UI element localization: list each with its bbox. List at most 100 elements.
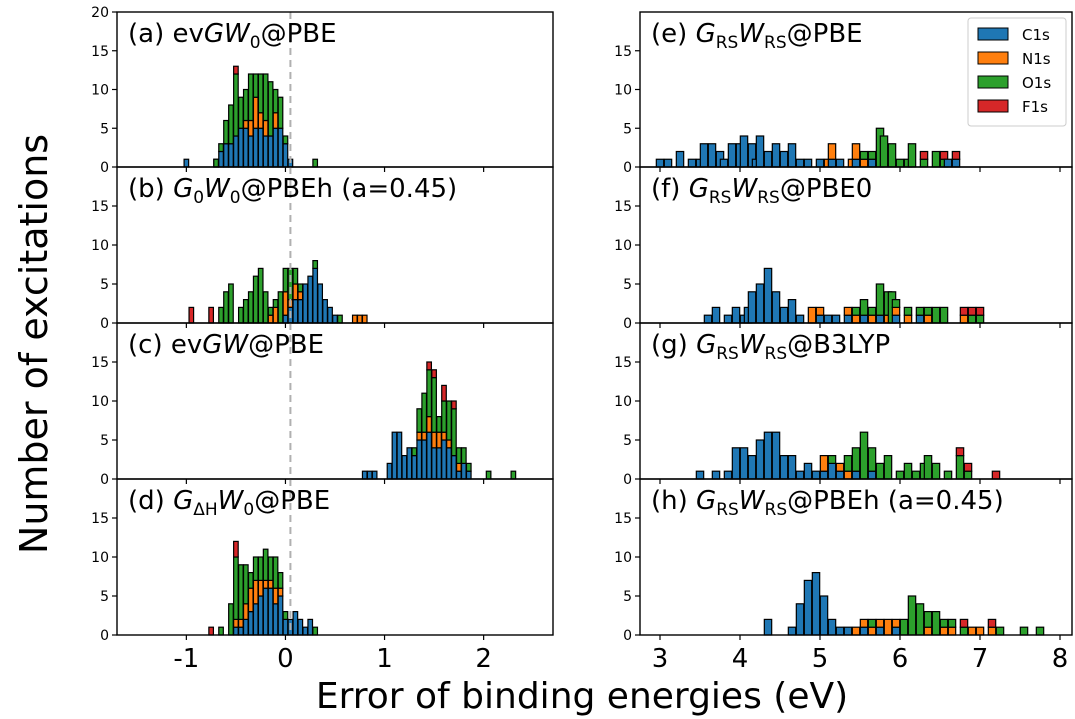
y-tick-label: 0 (100, 316, 109, 332)
bar-O1s (237, 564, 244, 620)
panel-title: (e) GRSWRS@PBE (651, 19, 863, 53)
y-tick-label: 5 (100, 589, 109, 605)
panel-3: 0 5 10 15 -1 0 1 2 (d) GΔHW0@PBE (91, 478, 554, 674)
bar-F1s (188, 306, 195, 324)
bar-O1s (228, 104, 234, 145)
bar-C1s (755, 135, 765, 168)
bar-C1s (446, 447, 452, 480)
bar-O1s (967, 314, 977, 324)
bar-O1s (923, 610, 933, 628)
bar-O1s (257, 267, 264, 324)
bar-C1s (262, 587, 269, 636)
bar-O1s (237, 306, 244, 324)
bar-C1s (951, 158, 961, 168)
bar-N1s (939, 626, 949, 636)
bar-N1s (819, 455, 829, 472)
bar-F1s (975, 306, 985, 316)
bar-N1s (859, 158, 869, 168)
bar-C1s (795, 603, 805, 636)
legend-swatch-O1s (977, 75, 1009, 89)
bar-C1s (803, 462, 813, 480)
panel-1: 0 5 10 15 (b) G0W0@PBEh (a=0.45) (91, 166, 554, 332)
bar-C1s (272, 603, 279, 636)
bar-O1s (247, 73, 254, 122)
bar-O1s (955, 455, 965, 480)
bar-O1s (252, 275, 259, 324)
bar-O1s (995, 626, 1005, 636)
bar-O1s (312, 260, 319, 270)
bar-O1s (931, 150, 941, 168)
bar-N1s (959, 314, 969, 324)
bar-C1s (257, 595, 264, 636)
bar-C1s (875, 314, 885, 324)
bar-C1s (218, 150, 224, 168)
bar-O1s (867, 150, 877, 160)
bar-C1s (460, 462, 467, 480)
bar-C1s (242, 127, 249, 168)
y-tick-label: 0 (623, 316, 632, 332)
bar-C1s (707, 143, 717, 168)
bar-C1s (875, 626, 885, 636)
bar-N1s (247, 119, 254, 137)
bar-O1s (883, 455, 893, 480)
bar-C1s (223, 143, 229, 168)
bar-C1s (267, 135, 274, 168)
bar-F1s (208, 626, 215, 636)
bar-C1s (247, 135, 254, 168)
bar-N1s (272, 306, 279, 324)
bar-C1s (739, 135, 749, 168)
bar-N1s (416, 431, 423, 441)
legend-swatch-C1s (977, 27, 1009, 41)
bar-C1s (867, 470, 877, 480)
bar-C1s (763, 267, 773, 324)
bar-C1s (327, 306, 333, 324)
bar-O1s (915, 306, 925, 316)
y-tick-label: 0 (623, 472, 632, 488)
bar-O1s (416, 408, 423, 433)
bar-O1s (277, 96, 284, 129)
bar-O1s (237, 96, 244, 129)
bar-O1s (939, 306, 949, 324)
y-tick-label: 0 (100, 628, 109, 644)
bar-C1s (267, 587, 274, 636)
bar-O1s (242, 88, 249, 122)
panel-title: (b) G0W0@PBEh (a=0.45) (128, 174, 457, 208)
bar-C1s (312, 267, 319, 324)
bar-O1s (257, 73, 264, 114)
bar-C1s (771, 431, 781, 480)
bar-C1s (747, 455, 757, 480)
bar-C1s (811, 470, 821, 480)
bar-O1s (262, 73, 269, 122)
bar-O1s (287, 267, 294, 301)
bar-O1s (218, 306, 224, 324)
y-tick-label: 15 (91, 44, 109, 60)
bar-F1s (939, 150, 949, 160)
bar-O1s (911, 470, 921, 480)
y-axis-label: Number of excitations (12, 134, 56, 554)
bar-O1s (931, 610, 941, 636)
bar-C1s (727, 143, 737, 168)
bar-N1s (455, 462, 462, 472)
bar-O1s (907, 143, 917, 168)
bar-N1s (426, 416, 433, 433)
bar-C1s (827, 462, 837, 480)
bar-C1s (257, 127, 264, 168)
bar-O1s (931, 462, 941, 480)
bar-O1s (875, 462, 885, 480)
bar-C1s (779, 455, 789, 480)
bar-C1s (771, 291, 781, 324)
bar-O1s (843, 455, 853, 472)
bar-C1s (687, 158, 697, 168)
bar-C1s (731, 306, 741, 324)
bar-C1s (859, 626, 869, 636)
x-tick-label: 8 (1052, 644, 1069, 674)
panel-title: (h) GRSWRS@PBEh (a=0.45) (651, 486, 1004, 520)
bar-C1s (835, 626, 845, 636)
bar-C1s (465, 470, 472, 480)
bar-O1s (465, 462, 472, 472)
bar-C1s (366, 470, 373, 480)
y-tick-label: 15 (614, 511, 632, 527)
y-tick-label: 15 (91, 355, 109, 371)
bar-O1s (272, 299, 279, 309)
bar-N1s (835, 462, 845, 472)
